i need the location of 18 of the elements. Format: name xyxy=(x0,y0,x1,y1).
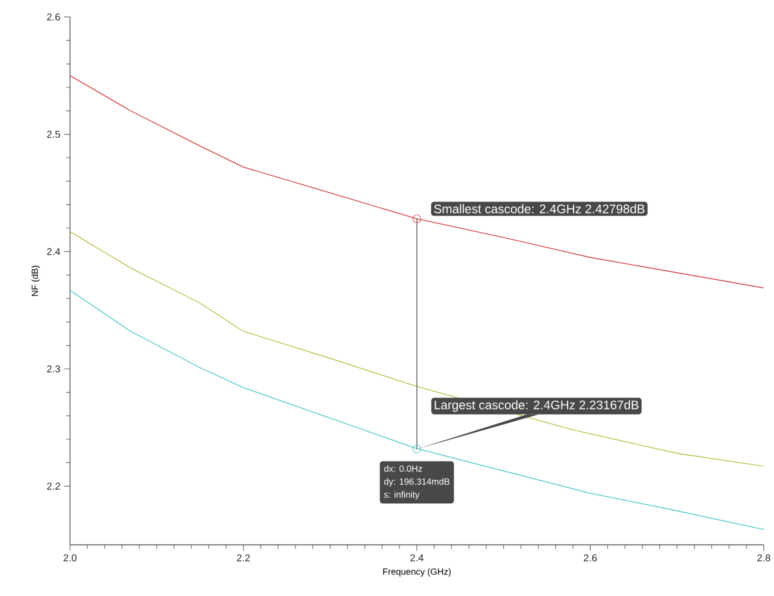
x-axis-title: Frequency (GHz) xyxy=(383,568,451,577)
x-tick-label: 2.4 xyxy=(410,554,424,562)
annotation: s: infinity xyxy=(384,491,420,500)
y-tick-label: 2.4 xyxy=(47,248,60,256)
y-tick-label: 2.5 xyxy=(47,130,60,138)
x-tick-label: 2.8 xyxy=(757,554,770,562)
annotation: dx: 0.0Hz xyxy=(384,465,422,472)
annotation: dy: 196.314mdB xyxy=(384,478,450,487)
annotation: Smallest cascode: 2.4GHz 2.42798dB xyxy=(434,204,644,214)
y-tick-label: 2.6 xyxy=(47,14,60,21)
y-tick-label: 2.3 xyxy=(47,365,60,372)
annotation: Largest cascode: 2.4GHz 2.23167dB xyxy=(434,400,638,412)
line-series xyxy=(70,231,764,467)
x-tick-label: 2.2 xyxy=(237,554,250,562)
y-tick-label: 2.2 xyxy=(47,482,60,490)
y-axis-title: NF (dB) xyxy=(31,266,40,296)
x-tick-label: 2.6 xyxy=(584,554,597,562)
x-tick-label: 2.0 xyxy=(64,554,77,562)
